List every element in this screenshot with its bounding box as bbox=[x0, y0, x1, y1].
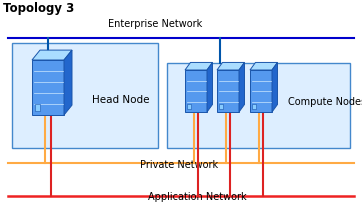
Polygon shape bbox=[64, 50, 72, 115]
Polygon shape bbox=[32, 50, 72, 60]
Polygon shape bbox=[32, 60, 64, 115]
Polygon shape bbox=[219, 104, 223, 109]
Text: Head Node: Head Node bbox=[92, 95, 150, 105]
Text: Compute Nodes: Compute Nodes bbox=[288, 97, 362, 107]
Polygon shape bbox=[207, 62, 212, 112]
FancyBboxPatch shape bbox=[12, 43, 158, 148]
Text: Topology 3: Topology 3 bbox=[3, 2, 74, 15]
Text: Private Network: Private Network bbox=[140, 160, 218, 170]
Text: Application Network: Application Network bbox=[148, 192, 247, 202]
Polygon shape bbox=[272, 62, 278, 112]
Polygon shape bbox=[217, 70, 239, 112]
Polygon shape bbox=[250, 70, 272, 112]
FancyBboxPatch shape bbox=[167, 63, 350, 148]
Polygon shape bbox=[185, 70, 207, 112]
Text: Enterprise Network: Enterprise Network bbox=[108, 19, 202, 29]
Polygon shape bbox=[217, 62, 244, 70]
Polygon shape bbox=[187, 104, 190, 109]
Polygon shape bbox=[250, 62, 278, 70]
Polygon shape bbox=[185, 62, 212, 70]
Polygon shape bbox=[252, 104, 256, 109]
Polygon shape bbox=[35, 104, 40, 111]
Polygon shape bbox=[239, 62, 244, 112]
